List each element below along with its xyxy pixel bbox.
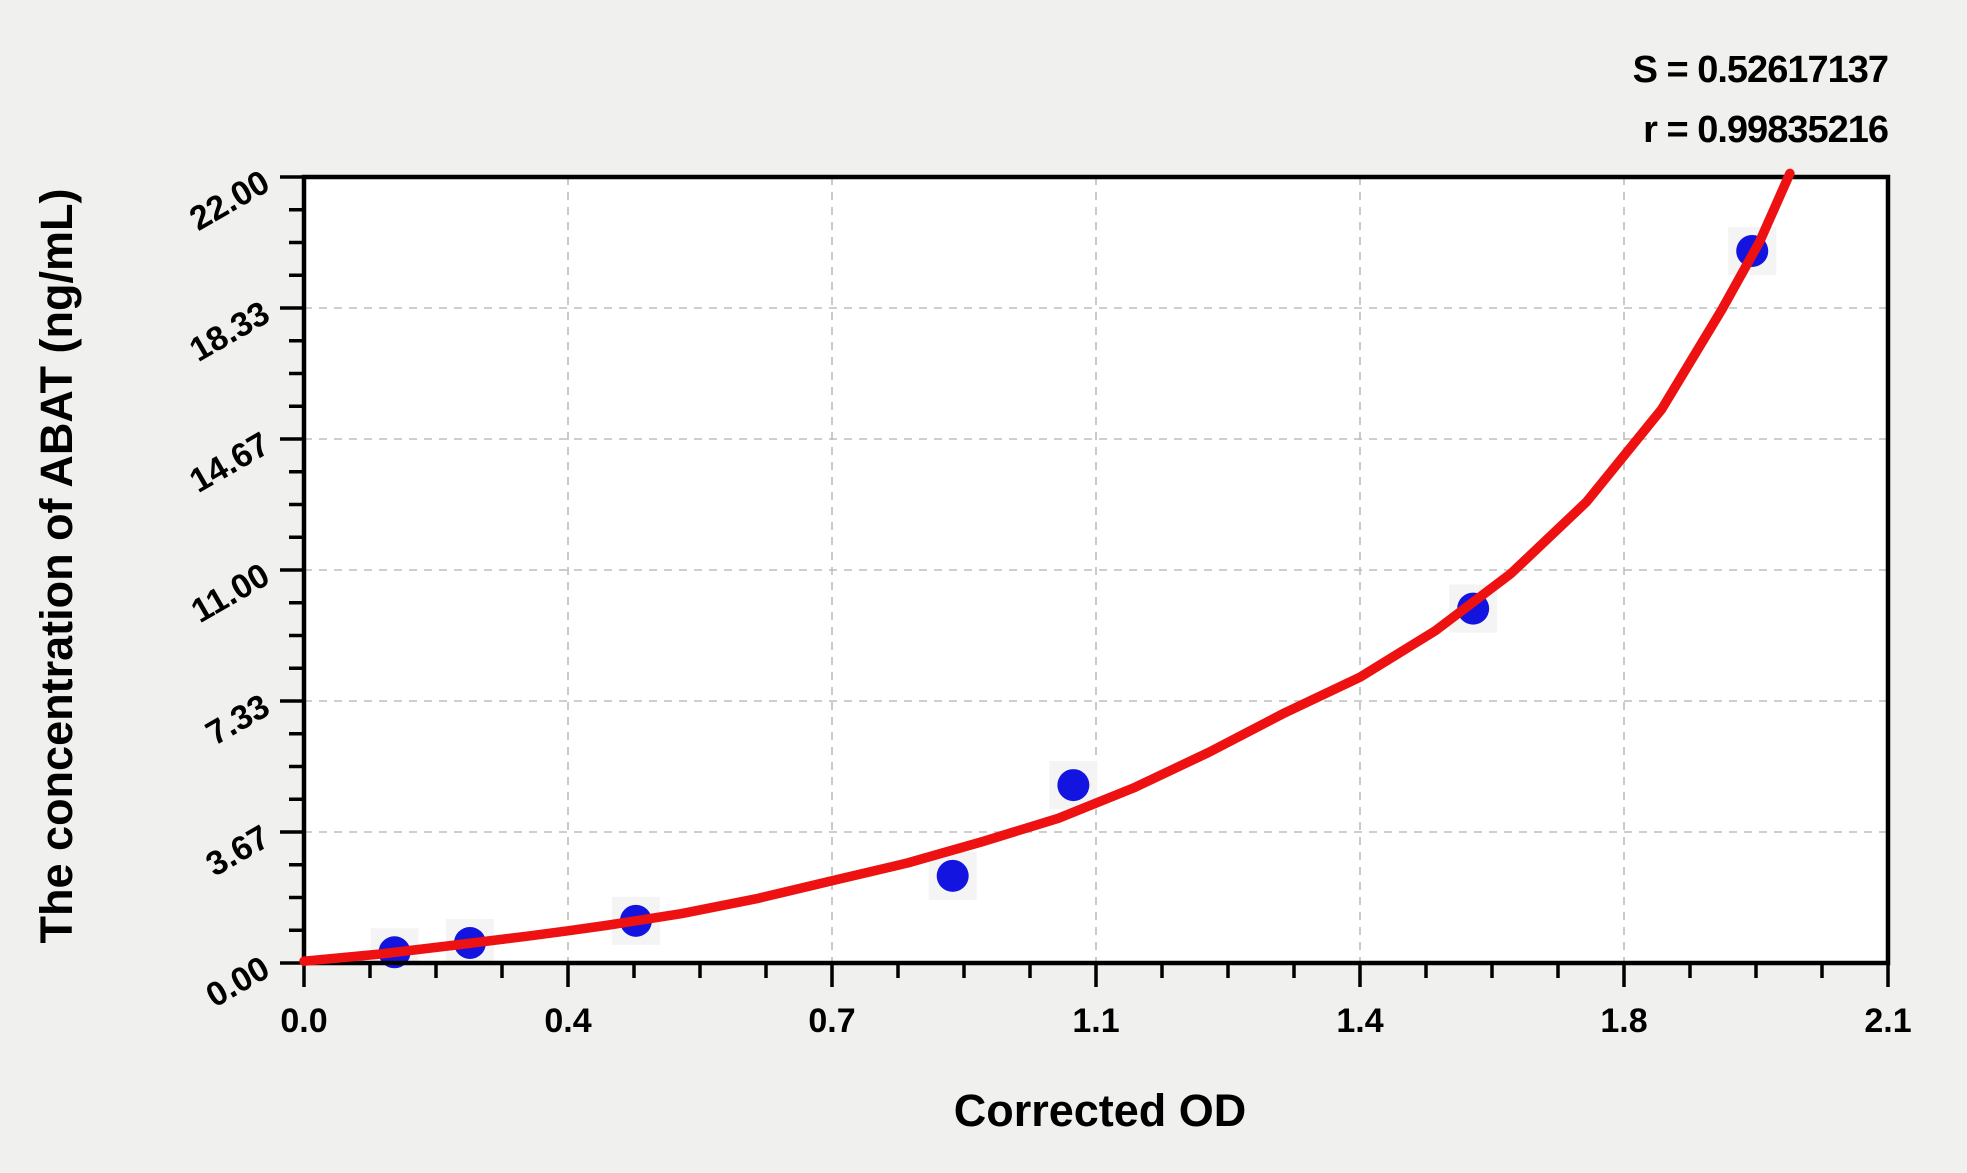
- y-tick-label: 22.00: [183, 163, 276, 238]
- gridlines: [304, 177, 1888, 963]
- x-tick-label: 1.8: [1600, 1002, 1647, 1040]
- fit-stat-r: r = 0.99835216: [1643, 109, 1889, 152]
- y-tick-label: 3.67: [200, 818, 276, 884]
- x-axis-title: Corrected OD: [953, 1085, 1247, 1136]
- axis-ticks: [280, 175, 1890, 987]
- x-tick-label: 2.1: [1864, 1002, 1911, 1040]
- x-tick-label: 1.1: [1072, 1002, 1119, 1040]
- x-tick-label: 0.7: [808, 1002, 855, 1040]
- fit-statistics: S = 0.52617137 r = 0.99835216: [1632, 40, 1889, 160]
- x-tick-label: 0.4: [544, 1002, 591, 1040]
- x-tick-label: 0.0: [280, 1002, 327, 1040]
- y-tick-label: 0.00: [200, 949, 276, 1015]
- y-tick-label: 14.67: [183, 425, 276, 500]
- y-tick-labels: 0.00 3.67 7.33 11.00 14.67 18.33 22.00: [183, 163, 276, 1015]
- y-tick-label: 7.33: [200, 687, 276, 753]
- data-point: [1057, 769, 1090, 802]
- x-tick-labels: 0.0 0.4 0.7 1.1 1.4 1.8 2.1: [280, 1002, 1911, 1040]
- plot-frame: [301, 174, 1891, 966]
- data-point: [936, 859, 969, 892]
- y-axis-title: The concentration of ABAT (ng/mL): [31, 188, 82, 944]
- fit-curve: [299, 168, 1795, 966]
- y-tick-label: 11.00: [185, 556, 276, 631]
- fit-stat-s: S = 0.52617137: [1632, 49, 1889, 91]
- x-tick-label: 1.4: [1336, 1002, 1383, 1040]
- y-tick-label: 18.33: [183, 294, 276, 369]
